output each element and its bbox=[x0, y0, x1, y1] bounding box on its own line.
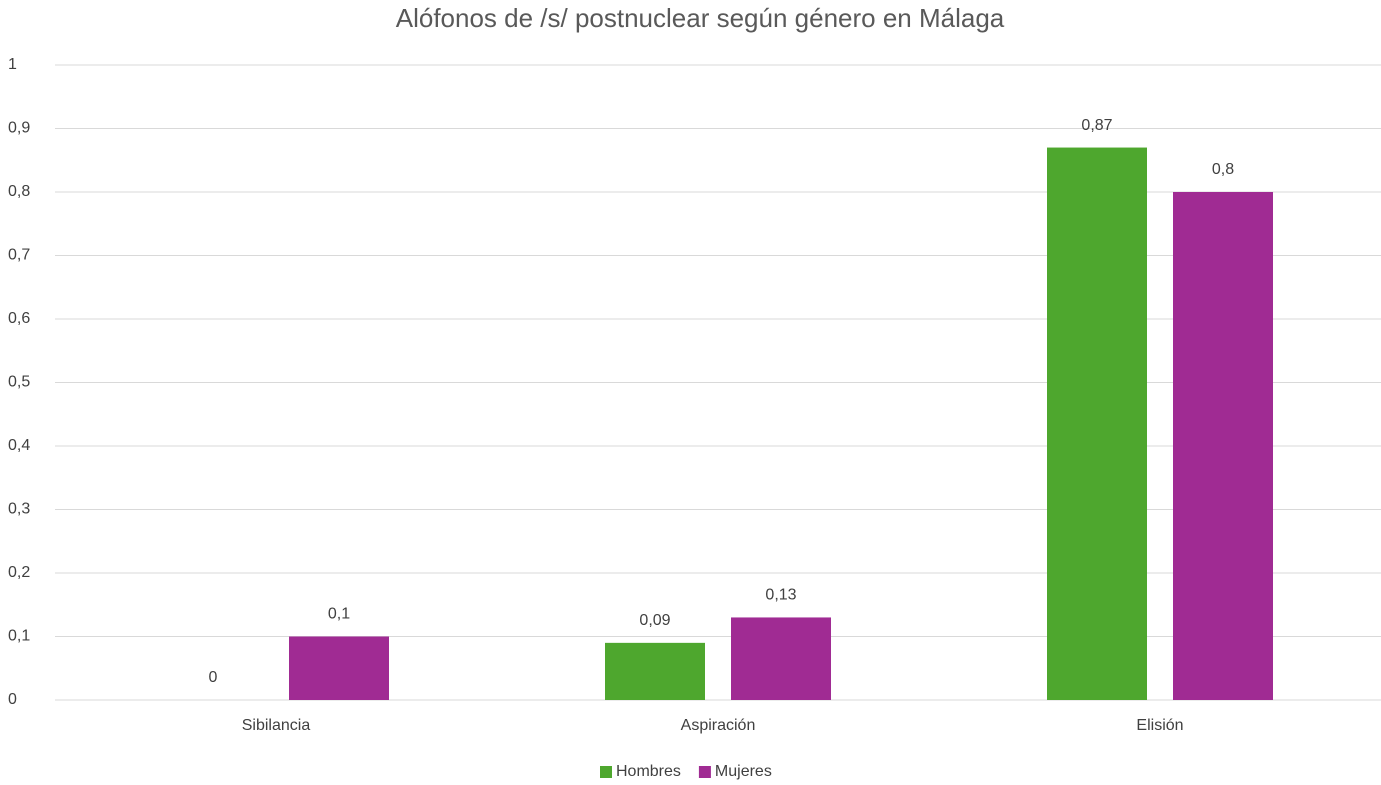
y-tick-label: 0,5 bbox=[8, 374, 30, 391]
bar bbox=[1047, 147, 1147, 701]
bar bbox=[1173, 192, 1273, 700]
value-label: 0,8 bbox=[1212, 161, 1234, 178]
value-label: 0,13 bbox=[765, 587, 796, 604]
y-tick-label: 0,1 bbox=[8, 628, 30, 645]
legend-label: Mujeres bbox=[715, 763, 772, 780]
value-label: 0,87 bbox=[1081, 117, 1112, 134]
y-tick-label: 0,6 bbox=[8, 310, 30, 327]
y-tick-label: 0,4 bbox=[8, 437, 30, 454]
y-tick-label: 0,2 bbox=[8, 564, 30, 581]
value-label: 0,09 bbox=[639, 612, 670, 629]
y-tick-label: 0,7 bbox=[8, 247, 30, 264]
y-tick-label: 1 bbox=[8, 56, 17, 73]
x-tick-label: Sibilancia bbox=[242, 717, 311, 734]
value-label: 0 bbox=[209, 669, 218, 686]
bar bbox=[731, 617, 831, 700]
bar bbox=[605, 642, 705, 700]
x-tick-label: Aspiración bbox=[681, 717, 756, 734]
chart-title: Alófonos de /s/ postnuclear según género… bbox=[396, 3, 1005, 33]
bar bbox=[289, 636, 389, 700]
y-tick-label: 0,9 bbox=[8, 120, 30, 137]
legend-label: Hombres bbox=[616, 763, 681, 780]
y-tick-label: 0,8 bbox=[8, 183, 30, 200]
legend-swatch bbox=[698, 766, 711, 778]
y-tick-label: 0 bbox=[8, 691, 17, 708]
x-tick-label: Elisión bbox=[1136, 717, 1183, 734]
y-tick-label: 0,3 bbox=[8, 501, 30, 518]
value-label: 0,1 bbox=[328, 606, 350, 623]
legend-swatch bbox=[600, 766, 612, 778]
